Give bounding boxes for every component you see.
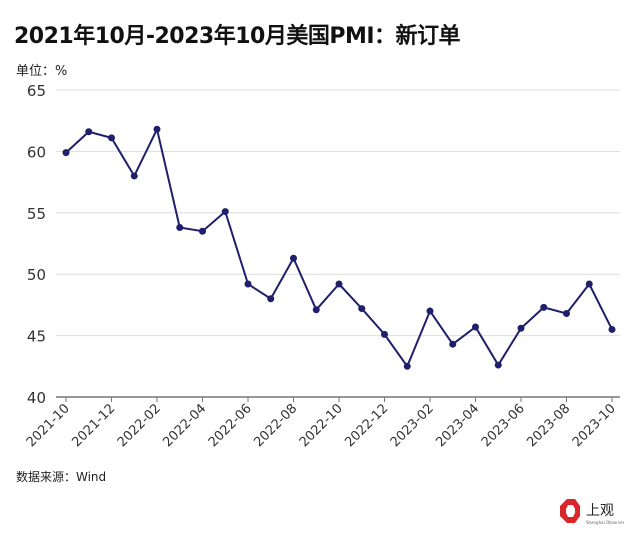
data-point [608, 325, 616, 333]
data-point [267, 295, 275, 303]
source-note: 数据来源：Wind [16, 470, 107, 484]
data-point [290, 254, 297, 262]
y-tick-label: 60 [27, 143, 46, 161]
data-point [472, 323, 479, 331]
data-point [563, 309, 570, 317]
data-point [199, 227, 206, 235]
data-point [130, 172, 138, 180]
shanghai-observer-logo: 上观 Shanghai Observer [556, 497, 636, 531]
x-tick-label: 2023-10 [570, 401, 619, 450]
x-tick-label: 2022-06 [206, 401, 255, 450]
data-point [335, 280, 343, 288]
x-tick-label: 2023-06 [479, 401, 528, 450]
x-tick-label: 2022-08 [251, 401, 300, 450]
logo-subtext: Shanghai Observer [586, 520, 625, 525]
data-point [153, 125, 161, 133]
data-point [585, 280, 593, 288]
data-point [449, 340, 457, 348]
data-point [244, 280, 252, 288]
y-tick-label: 65 [27, 82, 46, 100]
data-point [517, 324, 525, 332]
x-tick-label: 2022-10 [297, 401, 346, 450]
series-line [65, 126, 613, 369]
data-point [221, 208, 229, 216]
x-tick-label: 2023-08 [524, 401, 573, 450]
x-tick-label: 2023-04 [433, 401, 482, 450]
y-tick-label: 50 [27, 266, 46, 284]
x-tick-label: 2021-12 [69, 401, 118, 450]
x-tick-label: 2022-02 [115, 401, 164, 450]
data-point [312, 306, 320, 314]
data-point [85, 128, 93, 136]
chart-title: 2021年10月-2023年10月美国PMI：新订单 [14, 24, 461, 49]
data-point [62, 149, 70, 157]
data-point [403, 362, 411, 370]
logo-text: 上观 [586, 503, 614, 519]
data-point [358, 305, 366, 313]
data-point [540, 303, 548, 311]
data-point [381, 330, 388, 338]
x-tick-label: 2022-04 [160, 401, 209, 450]
data-point [426, 307, 434, 315]
x-tick-label: 2022-12 [342, 401, 391, 450]
y-tick-label: 45 [27, 328, 46, 346]
x-tick-label: 2023-02 [388, 401, 437, 450]
data-point [108, 134, 115, 142]
unit-label: 单位：% [16, 64, 68, 79]
x-tick-label: 2021-10 [24, 401, 73, 450]
y-tick-label: 40 [27, 389, 46, 407]
y-tick-label: 55 [27, 205, 46, 223]
data-point [494, 361, 502, 369]
data-point [176, 224, 184, 232]
